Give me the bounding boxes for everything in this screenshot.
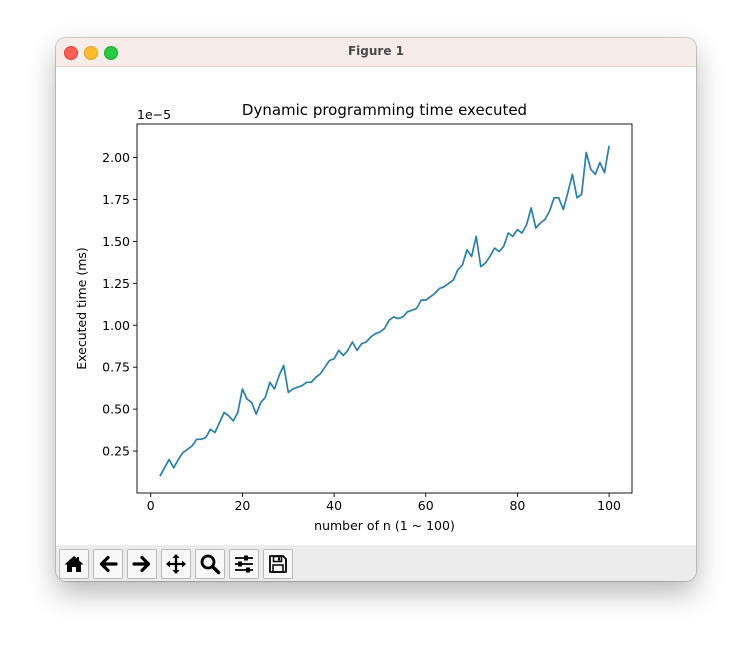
- title-bar: Figure 1: [56, 38, 696, 67]
- navigation-toolbar: [56, 545, 696, 581]
- figure-window: Figure 1 0 20 40 60 80 100 0.25 0.50 0.75 1.00 1.2…: [56, 38, 696, 581]
- y-tick-label: 0.25: [102, 444, 130, 459]
- home-button[interactable]: [59, 549, 89, 579]
- y-axis-label: Executed time (ms): [74, 247, 89, 370]
- line-chart: 0 20 40 60 80 100 0.25 0.50 0.75 1.00 1.25 1.50 1.75…: [74, 101, 633, 533]
- home-icon: [64, 556, 84, 572]
- y-tick-label: 2.00: [102, 150, 130, 165]
- figure-canvas: 0 20 40 60 80 100 0.25 0.50 0.75 1.00 1.25 1.50 1.75…: [56, 67, 696, 545]
- y-offset-label: 1e−5: [137, 107, 171, 122]
- plot-frame: [136, 123, 633, 494]
- zoom-icon: [200, 554, 221, 575]
- x-tick-label: 60: [418, 498, 434, 513]
- x-tick-label: 40: [326, 498, 342, 513]
- y-tick-label: 1.75: [102, 192, 130, 207]
- back-button[interactable]: [93, 549, 123, 579]
- zoom-button[interactable]: [195, 549, 225, 579]
- series-line: [159, 145, 610, 477]
- pan-icon: [166, 554, 186, 574]
- x-tick-label: 0: [147, 498, 155, 513]
- save-button[interactable]: [263, 549, 293, 579]
- y-tick-label: 1.50: [102, 234, 130, 249]
- save-icon: [269, 555, 287, 573]
- minimize-window-button[interactable]: [84, 46, 98, 60]
- back-arrow-icon: [99, 555, 118, 573]
- forward-arrow-icon: [132, 555, 151, 573]
- y-tick-label: 1.00: [102, 318, 130, 333]
- x-tick-label: 20: [234, 498, 250, 513]
- configure-subplots-icon: [235, 555, 253, 573]
- chart-title: Dynamic programming time executed: [242, 101, 527, 119]
- window-title: Figure 1: [347, 44, 405, 58]
- x-tick-label: 80: [509, 498, 525, 513]
- zoom-window-button[interactable]: [104, 46, 118, 60]
- close-window-button[interactable]: [64, 46, 78, 60]
- forward-button[interactable]: [127, 549, 157, 579]
- y-tick-label: 1.25: [102, 276, 130, 291]
- x-axis-label: number of n (1 ~ 100): [314, 518, 455, 533]
- pan-button[interactable]: [161, 549, 191, 579]
- x-tick-label: 100: [597, 498, 621, 513]
- y-tick-label: 0.75: [102, 360, 130, 375]
- configure-subplots-button[interactable]: [229, 549, 259, 579]
- y-tick-label: 0.50: [102, 402, 130, 417]
